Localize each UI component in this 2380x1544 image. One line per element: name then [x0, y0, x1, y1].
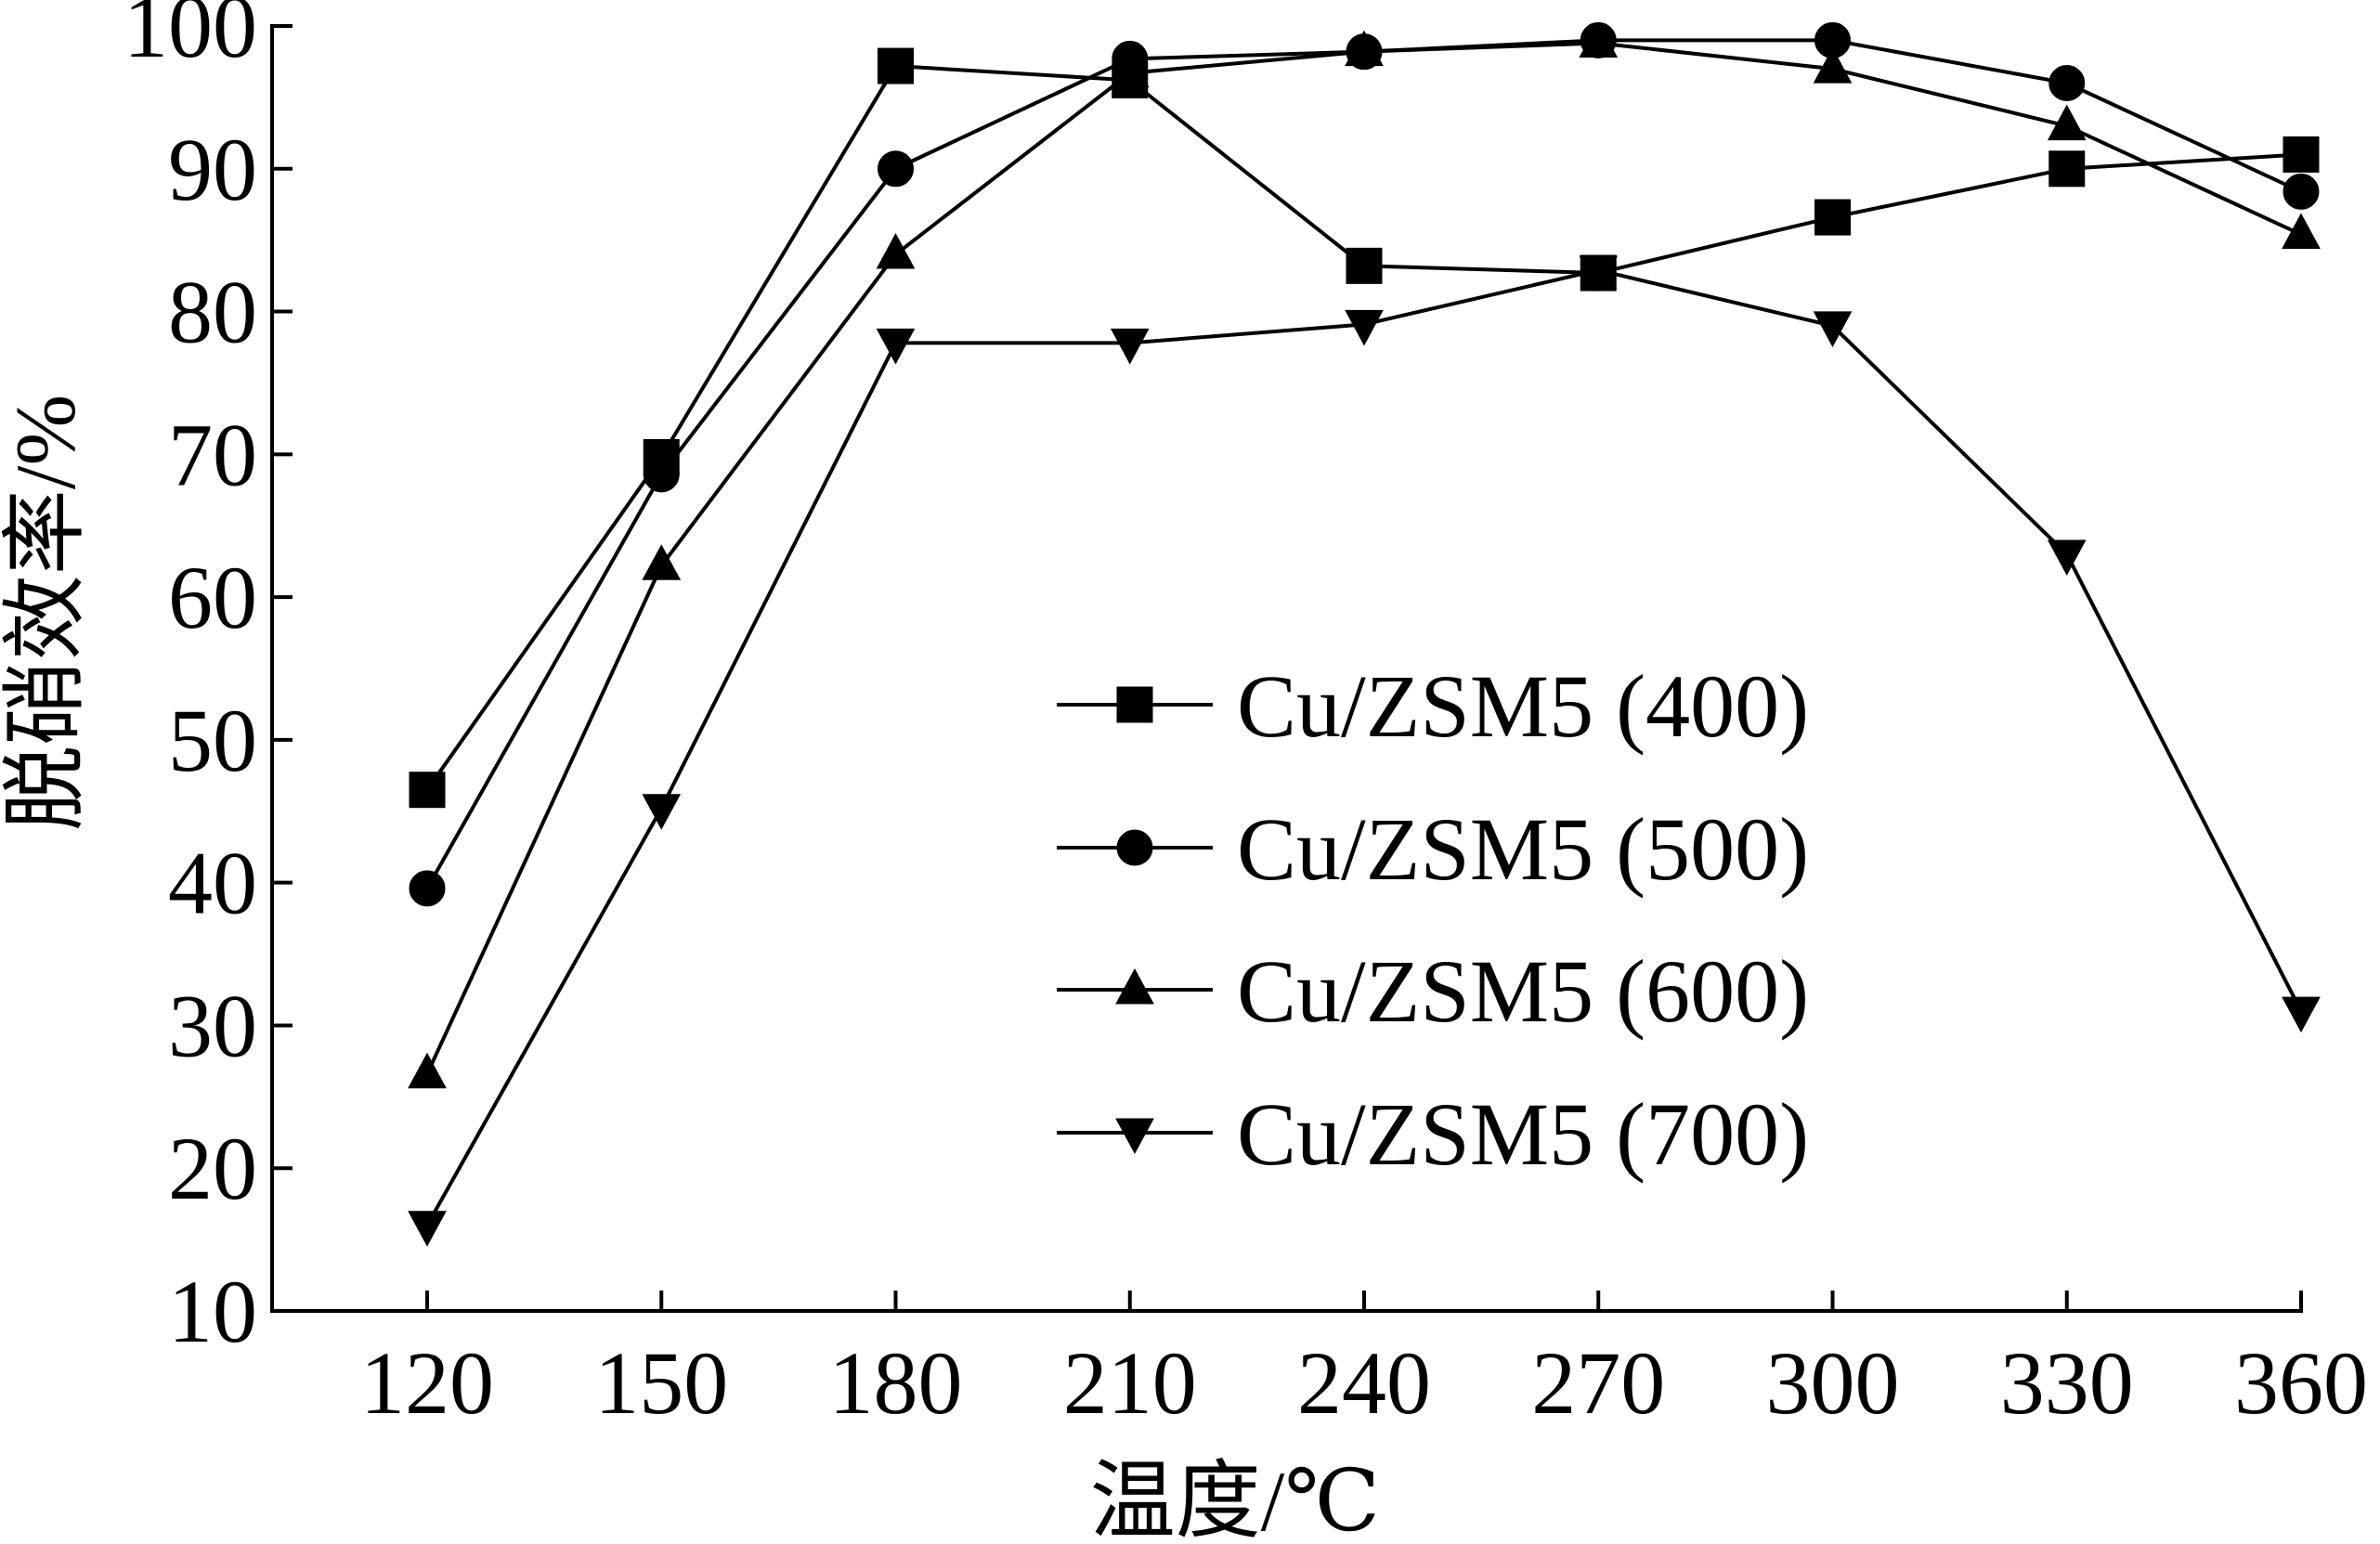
x-tick-label: 240 — [1297, 1333, 1431, 1433]
data-point-triangle-up — [642, 544, 682, 580]
data-point-circle — [643, 456, 680, 493]
data-point-triangle-down — [1813, 311, 1853, 347]
legend-item: Cu/ZSM5 (600) — [1057, 941, 1809, 1041]
x-tick-label: 210 — [1063, 1333, 1197, 1433]
y-tick-label: 10 — [168, 1262, 257, 1361]
x-tick-label: 330 — [2000, 1333, 2134, 1433]
plot-area: 10 20 30 40 50 60 70 80 90 100 120 150 180 210 240 270… — [124, 0, 2368, 1433]
series-layer — [408, 21, 2321, 1247]
y-tick-label: 70 — [168, 405, 257, 504]
data-point-triangle-up — [1579, 21, 1619, 58]
series-circle — [409, 21, 2320, 907]
y-tick-label: 50 — [168, 691, 257, 790]
legend-label: Cu/ZSM5 (500) — [1237, 799, 1809, 899]
x-tick-label: 180 — [829, 1333, 963, 1433]
data-point-triangle-down — [1110, 328, 1150, 365]
data-point-circle — [878, 150, 914, 188]
legend-marker-triangle-down — [1115, 1118, 1154, 1155]
x-tick-label: 360 — [2234, 1333, 2368, 1433]
data-point-triangle-up — [1813, 47, 1853, 84]
legend-marker-triangle-up — [1115, 967, 1154, 1005]
legend-item: Cu/ZSM5 (400) — [1057, 656, 1809, 756]
legend-marker-circle — [1116, 829, 1153, 866]
series-line — [425, 38, 2302, 889]
data-point-triangle-down — [1579, 255, 1619, 292]
data-point-triangle-up — [1345, 30, 1384, 67]
data-point-triangle-down — [1345, 309, 1384, 346]
legend-item: Cu/ZSM5 (700) — [1057, 1084, 1809, 1184]
legend-marker-square — [1116, 686, 1153, 723]
y-tick-label: 30 — [168, 976, 257, 1075]
data-point-triangle-down — [2047, 539, 2087, 577]
series-triangle-down — [408, 255, 2321, 1247]
data-point-square — [2048, 150, 2086, 188]
y-tick-label: 20 — [168, 1119, 257, 1218]
y-tick-label: 60 — [168, 548, 257, 647]
x-tick-label: 300 — [1766, 1333, 1900, 1433]
x-tick-label: 120 — [360, 1333, 494, 1433]
data-point-square — [1814, 199, 1851, 236]
data-point-triangle-down — [408, 1211, 447, 1247]
legend-item: Cu/ZSM5 (500) — [1057, 799, 1809, 899]
y-axis-ticks: 10 20 30 40 50 60 70 80 90 100 — [124, 0, 293, 1361]
data-point-triangle-up — [408, 1052, 447, 1089]
data-point-square — [409, 772, 446, 809]
data-point-triangle-up — [2047, 104, 2087, 141]
x-tick-label: 270 — [1531, 1333, 1665, 1433]
x-tick-label: 150 — [594, 1333, 728, 1433]
data-point-triangle-up — [2282, 213, 2321, 250]
x-axis-title: 温度/℃ — [1090, 1454, 1380, 1544]
data-point-circle — [2048, 65, 2086, 102]
y-tick-label: 40 — [168, 834, 257, 933]
data-point-square — [878, 47, 914, 84]
legend-label: Cu/ZSM5 (400) — [1237, 656, 1809, 756]
data-point-circle — [2282, 173, 2320, 210]
data-point-triangle-down — [642, 794, 682, 830]
x-axis-ticks: 120 150 180 210 240 270 300 330 360 — [360, 1291, 2368, 1433]
series-triangle-up — [408, 21, 2321, 1089]
y-tick-label: 90 — [168, 120, 257, 219]
legend-label: Cu/ZSM5 (700) — [1237, 1084, 1809, 1184]
y-tick-label: 100 — [124, 0, 257, 76]
legend-label: Cu/ZSM5 (600) — [1237, 941, 1809, 1041]
data-point-triangle-up — [1110, 51, 1150, 88]
data-point-triangle-down — [876, 328, 916, 365]
data-point-circle — [409, 870, 446, 907]
data-point-square — [1346, 247, 1383, 284]
data-point-triangle-down — [2282, 996, 2321, 1033]
series-line — [425, 41, 2302, 1075]
legend: Cu/ZSM5 (400) Cu/ZSM5 (500) Cu/ZSM5 (600) C… — [1057, 656, 1809, 1184]
data-point-square — [2282, 136, 2320, 173]
y-tick-label: 80 — [168, 263, 257, 362]
y-axis-title: 脱硝效率/% — [0, 395, 93, 831]
data-point-triangle-up — [876, 232, 916, 269]
